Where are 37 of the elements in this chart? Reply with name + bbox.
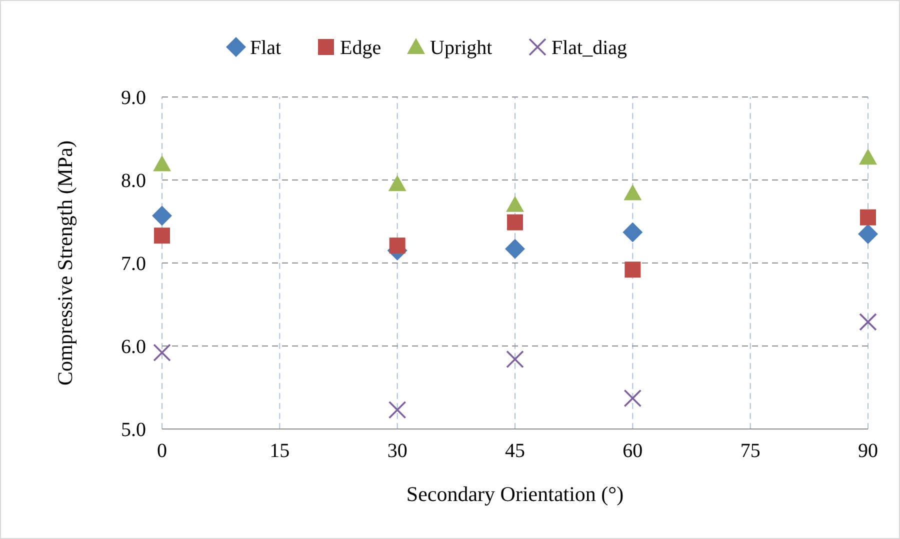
x-axis-title: Secondary Orientation (°) [406,482,624,506]
legend-label: Flat_diag [552,37,628,59]
x-tick-label: 60 [622,440,643,462]
legend-label: Upright [430,37,493,59]
point [624,262,641,278]
y-tick-label: 9.0 [121,87,146,109]
point [622,222,643,242]
point [858,224,878,244]
point [153,344,171,362]
point [507,214,523,230]
x-tick-label: 75 [740,440,760,462]
point [859,313,877,331]
y-axis-title: Compressive Strength (MPa) [53,140,77,386]
point [154,228,170,244]
x-tick-label: 30 [387,440,408,462]
y-tick-label: 8.0 [121,170,146,192]
legend-label: Flat [250,37,282,59]
point [389,238,406,254]
x-tick-label: 90 [858,440,878,462]
point [505,238,525,259]
point [624,184,642,200]
x-tick-label: 45 [505,440,525,462]
x-tick-label: 0 [157,440,167,462]
point [859,148,877,165]
point [152,206,172,226]
y-tick-label: 6.0 [121,336,146,358]
point [506,350,524,368]
point [624,389,642,408]
point [388,175,406,192]
point [506,196,524,212]
point [153,155,171,172]
legend-label: Edge [340,37,382,59]
point [388,401,406,419]
point [860,209,876,226]
y-tick-label: 7.0 [121,253,146,275]
x-tick-label: 15 [270,440,290,462]
y-tick-label: 5.0 [121,419,146,441]
